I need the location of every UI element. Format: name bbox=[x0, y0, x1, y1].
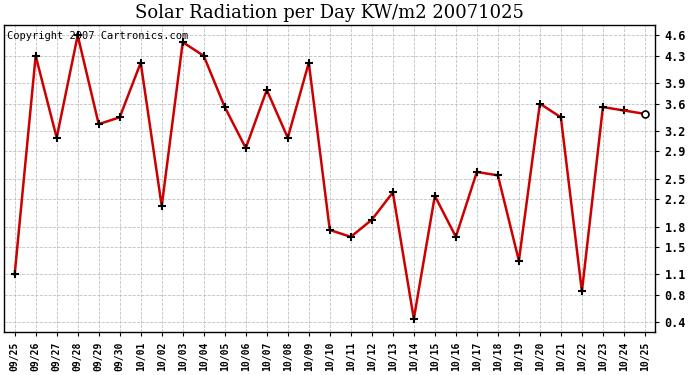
Text: Copyright 2007 Cartronics.com: Copyright 2007 Cartronics.com bbox=[8, 31, 188, 41]
Title: Solar Radiation per Day KW/m2 20071025: Solar Radiation per Day KW/m2 20071025 bbox=[135, 4, 524, 22]
